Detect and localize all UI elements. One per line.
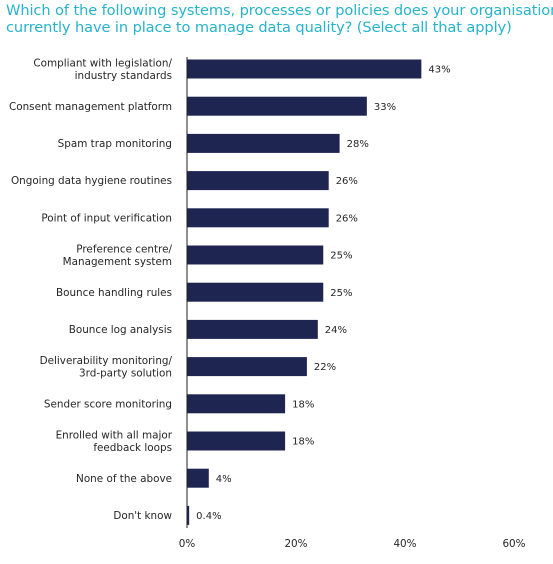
bar bbox=[187, 171, 329, 191]
data-label: 24% bbox=[325, 325, 347, 336]
category-label: Enrolled with all major feedback loops bbox=[56, 429, 173, 454]
category-label: Sender score monitoring bbox=[44, 398, 172, 410]
category-label: Compliant with legislation/industry stan… bbox=[33, 57, 172, 82]
category-label: Preference centre/Management system bbox=[63, 243, 173, 268]
x-tick-label: 40% bbox=[393, 538, 416, 550]
bar bbox=[187, 319, 318, 339]
bar bbox=[187, 357, 307, 377]
x-tick-label: 0% bbox=[179, 538, 196, 550]
bar bbox=[187, 59, 422, 79]
data-label: 25% bbox=[330, 288, 352, 299]
x-tick-label: 60% bbox=[502, 538, 525, 550]
bar bbox=[187, 394, 286, 414]
category-label: Consent management platform bbox=[9, 101, 172, 113]
bar bbox=[187, 468, 209, 488]
bar bbox=[187, 96, 367, 116]
category-label: Don't know bbox=[113, 510, 172, 522]
x-tick-label: 20% bbox=[284, 538, 307, 550]
data-label: 28% bbox=[347, 139, 369, 150]
category-label: Point of input verification bbox=[41, 212, 172, 224]
category-label: None of the above bbox=[76, 473, 172, 485]
data-label: 33% bbox=[374, 102, 396, 113]
bar bbox=[187, 208, 329, 228]
data-label: 4% bbox=[216, 474, 232, 485]
bar bbox=[187, 245, 324, 265]
chart-title: Which of the following systems, processe… bbox=[6, 2, 553, 36]
chart-title-line-2: currently have in place to manage data q… bbox=[6, 19, 512, 36]
category-label: Deliverability monitoring/3rd-party solu… bbox=[40, 355, 173, 380]
bar bbox=[187, 282, 324, 302]
category-label: Bounce handling rules bbox=[56, 287, 172, 299]
data-label: 43% bbox=[428, 65, 450, 76]
category-label: Ongoing data hygiene routines bbox=[11, 175, 172, 187]
chart-title-line-1: Which of the following systems, processe… bbox=[6, 2, 553, 19]
category-label: Spam trap monitoring bbox=[58, 138, 172, 150]
data-label: 26% bbox=[336, 176, 358, 187]
category-label: Bounce log analysis bbox=[69, 324, 172, 336]
data-label: 25% bbox=[330, 251, 352, 262]
bar bbox=[187, 505, 190, 525]
data-label: 0.4% bbox=[196, 511, 221, 522]
bar bbox=[187, 133, 340, 153]
data-label: 22% bbox=[314, 362, 336, 373]
data-label: 18% bbox=[292, 399, 314, 410]
bar bbox=[187, 431, 286, 451]
data-label: 26% bbox=[336, 213, 358, 224]
data-label: 18% bbox=[292, 437, 314, 448]
